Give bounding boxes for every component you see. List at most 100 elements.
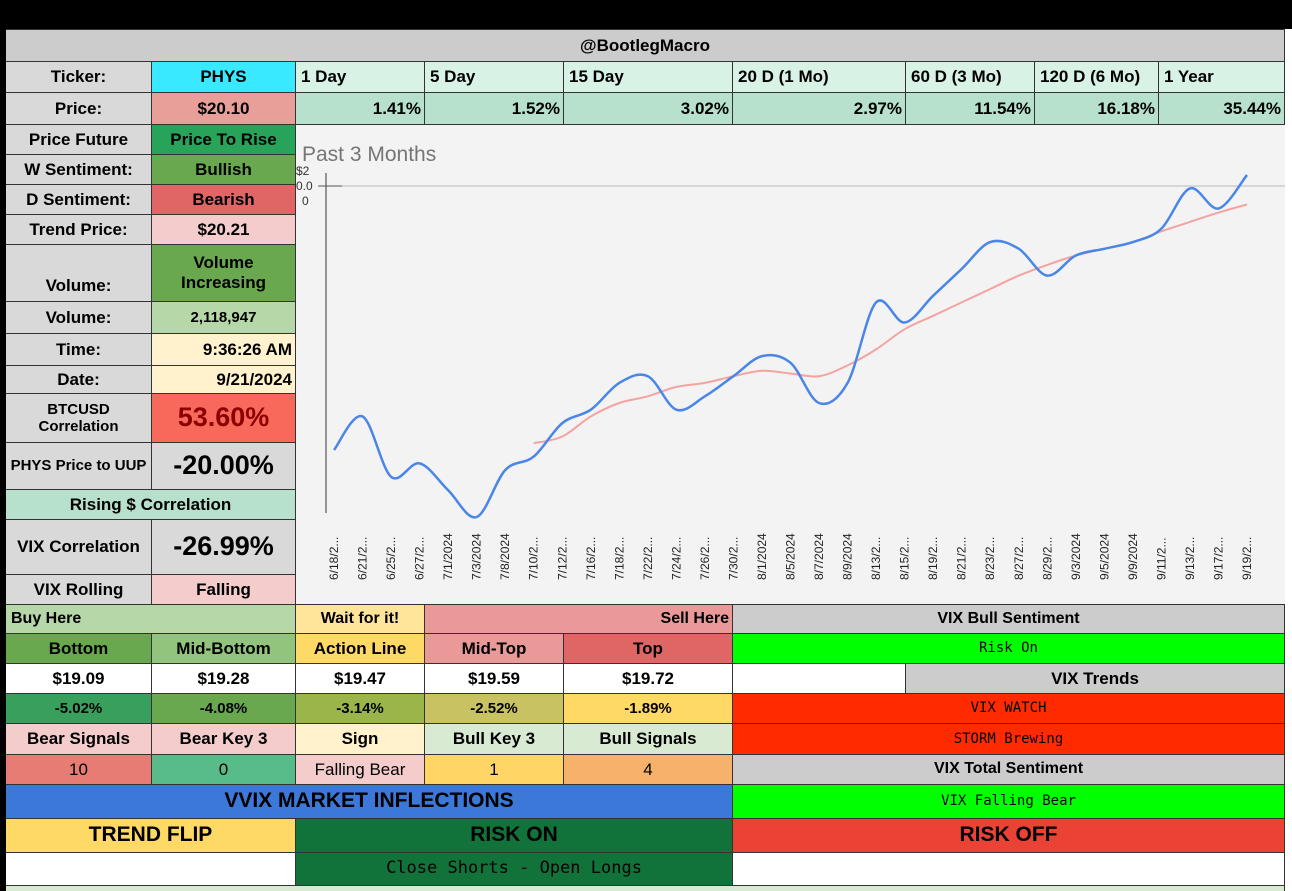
d-sentiment-value: Bearish bbox=[152, 185, 296, 215]
period-label-60d: 60 D (3 Mo) bbox=[906, 62, 1035, 93]
wait-label: Wait for it! bbox=[296, 605, 425, 634]
level-price-mid-bottom: $19.28 bbox=[152, 664, 296, 694]
period-label-15d: 15 Day bbox=[564, 62, 733, 93]
chart-x-tick-label: 8/19/2... bbox=[926, 537, 940, 580]
chart-title: Past 3 Months bbox=[302, 143, 436, 166]
chart-x-tick-label: 7/3/2024 bbox=[470, 533, 484, 580]
chart-x-tick-label: 7/18/2... bbox=[612, 537, 626, 580]
chart-x-tick-label: 9/13/2... bbox=[1183, 537, 1197, 580]
risk-off-note bbox=[733, 853, 1285, 886]
chart-series-price-line bbox=[332, 174, 1248, 519]
signal-header-sign: Sign bbox=[296, 724, 425, 755]
level-header-top: Top bbox=[564, 634, 733, 664]
uup-value: -20.00% bbox=[152, 443, 296, 490]
chart-x-tick-label: 6/25/2... bbox=[384, 537, 398, 580]
signal-value-bear-signals: 10 bbox=[6, 755, 152, 785]
chart-x-tick-label: 8/21/2... bbox=[955, 537, 969, 580]
time-value: 9:36:26 AM bbox=[152, 334, 296, 366]
vix-storm-brewing: STORM Brewing bbox=[733, 724, 1285, 755]
buy-here-label: Buy Here bbox=[6, 605, 296, 634]
volume-label: Volume: bbox=[6, 302, 152, 334]
level-pct-mid-top: -2.52% bbox=[425, 694, 564, 724]
trend-price-value: $20.21 bbox=[152, 215, 296, 245]
period-value-5d: 1.52% bbox=[425, 93, 564, 125]
signal-value-bear-key-3: 0 bbox=[152, 755, 296, 785]
signal-header-bull-signals: Bull Signals bbox=[564, 724, 733, 755]
level-header-bottom: Bottom bbox=[6, 634, 152, 664]
period-value-15d: 3.02% bbox=[564, 93, 733, 125]
d-sentiment-label: D Sentiment: bbox=[6, 185, 152, 215]
volume-state-label: Volume: bbox=[6, 245, 152, 302]
level-price-bottom: $19.09 bbox=[6, 664, 152, 694]
vix-correlation-value: -26.99% bbox=[152, 520, 296, 575]
price-chart-svg: Past 3 Months $2 0.0 0 6/18/2... 6/21/2..… bbox=[296, 143, 1285, 580]
date-label: Date: bbox=[6, 366, 152, 394]
vix-rolling-label: VIX Rolling bbox=[6, 575, 152, 605]
signal-header-bear-signals: Bear Signals bbox=[6, 724, 152, 755]
rising-correlation: Rising $ Correlation bbox=[6, 490, 296, 520]
vix-total-sentiment-label: VIX Total Sentiment bbox=[733, 755, 1285, 785]
chart-x-tick-label: 8/13/2... bbox=[869, 537, 883, 580]
signal-value-sign: Falling Bear bbox=[296, 755, 425, 785]
risk-on-note: Close Shorts - Open Longs bbox=[296, 853, 733, 886]
chart-x-tick-label: 9/17/2... bbox=[1211, 537, 1225, 580]
chart-y-tick-label: $2 bbox=[296, 164, 310, 178]
chart-x-tick-label: 8/1/2024 bbox=[755, 533, 769, 580]
chart-x-tick-label: 9/5/2024 bbox=[1097, 533, 1111, 580]
ticker-value[interactable]: PHYS bbox=[152, 62, 296, 93]
chart-x-tick-label: 7/24/2... bbox=[669, 537, 683, 580]
time-label: Time: bbox=[6, 334, 152, 366]
chart-y-tick-label: 0 bbox=[302, 194, 309, 208]
vix-watch: VIX WATCH bbox=[733, 694, 1285, 724]
period-label-20d: 20 D (1 Mo) bbox=[733, 62, 906, 93]
chart-x-tick-label: 7/30/2... bbox=[726, 537, 740, 580]
chart-x-tick-label: 8/15/2... bbox=[898, 537, 912, 580]
vix-trends-label: VIX Trends bbox=[906, 664, 1285, 694]
period-label-1y: 1 Year bbox=[1159, 62, 1285, 93]
trend-flip-note bbox=[6, 853, 296, 886]
level-header-mid-top: Mid-Top bbox=[425, 634, 564, 664]
period-value-1d: 1.41% bbox=[296, 93, 425, 125]
chart-x-tick-label: 6/18/2... bbox=[327, 537, 341, 580]
date-value: 9/21/2024 bbox=[152, 366, 296, 394]
price-label: Price: bbox=[6, 93, 152, 125]
chart-x-tick-label: 7/10/2... bbox=[527, 537, 541, 580]
btc-correlation-label: BTCUSD Correlation bbox=[6, 394, 152, 443]
volume-state-value: Volume Increasing bbox=[152, 245, 296, 302]
price-value: $20.10 bbox=[152, 93, 296, 125]
header-handle: @BootlegMacro bbox=[6, 29, 1285, 62]
chart-x-tick-label: 8/7/2024 bbox=[812, 533, 826, 580]
period-value-120d: 16.18% bbox=[1035, 93, 1159, 125]
vix-falling-bear: VIX Falling Bear bbox=[733, 785, 1285, 819]
level-price-mid-top: $19.59 bbox=[425, 664, 564, 694]
period-label-5d: 5 Day bbox=[425, 62, 564, 93]
vvix-title: VVIX MARKET INFLECTIONS bbox=[6, 785, 733, 819]
level-pct-action-line: -3.14% bbox=[296, 694, 425, 724]
chart-x-tick-label: 7/12/2... bbox=[555, 537, 569, 580]
chart-x-tick-labels: 6/18/2... 6/21/2... 6/25/2... 6/27/2... 7/1/… bbox=[327, 533, 1254, 580]
volume-value: 2,118,947 bbox=[152, 302, 296, 334]
level-header-action-line: Action Line bbox=[296, 634, 425, 664]
vix-trends-blank bbox=[733, 664, 906, 694]
period-label-1d: 1 Day bbox=[296, 62, 425, 93]
signal-value-bull-signals: 4 bbox=[564, 755, 733, 785]
chart-x-tick-label: 9/9/2024 bbox=[1126, 533, 1140, 580]
sell-here-label: Sell Here bbox=[425, 605, 733, 634]
w-sentiment-value: Bullish bbox=[152, 155, 296, 185]
signal-value-bull-key-3: 1 bbox=[425, 755, 564, 785]
signal-header-bull-key-3: Bull Key 3 bbox=[425, 724, 564, 755]
chart-x-tick-label: 7/16/2... bbox=[584, 537, 598, 580]
chart-x-tick-label: 7/26/2... bbox=[698, 537, 712, 580]
chart-x-tick-label: 7/22/2... bbox=[641, 537, 655, 580]
chart-x-tick-label: 9/19/2... bbox=[1240, 537, 1254, 580]
btc-correlation-value: 53.60% bbox=[152, 394, 296, 443]
level-price-top: $19.72 bbox=[564, 664, 733, 694]
chart-x-tick-label: 9/11/2... bbox=[1154, 538, 1168, 580]
level-pct-mid-bottom: -4.08% bbox=[152, 694, 296, 724]
trend-flip: TREND FLIP bbox=[6, 819, 296, 853]
level-price-action-line: $19.47 bbox=[296, 664, 425, 694]
chart-x-tick-label: 8/29/2... bbox=[1040, 537, 1054, 580]
level-header-mid-bottom: Mid-Bottom bbox=[152, 634, 296, 664]
uup-label: PHYS Price to UUP bbox=[6, 443, 152, 490]
chart-x-tick-label: 9/3/2024 bbox=[1069, 533, 1083, 580]
